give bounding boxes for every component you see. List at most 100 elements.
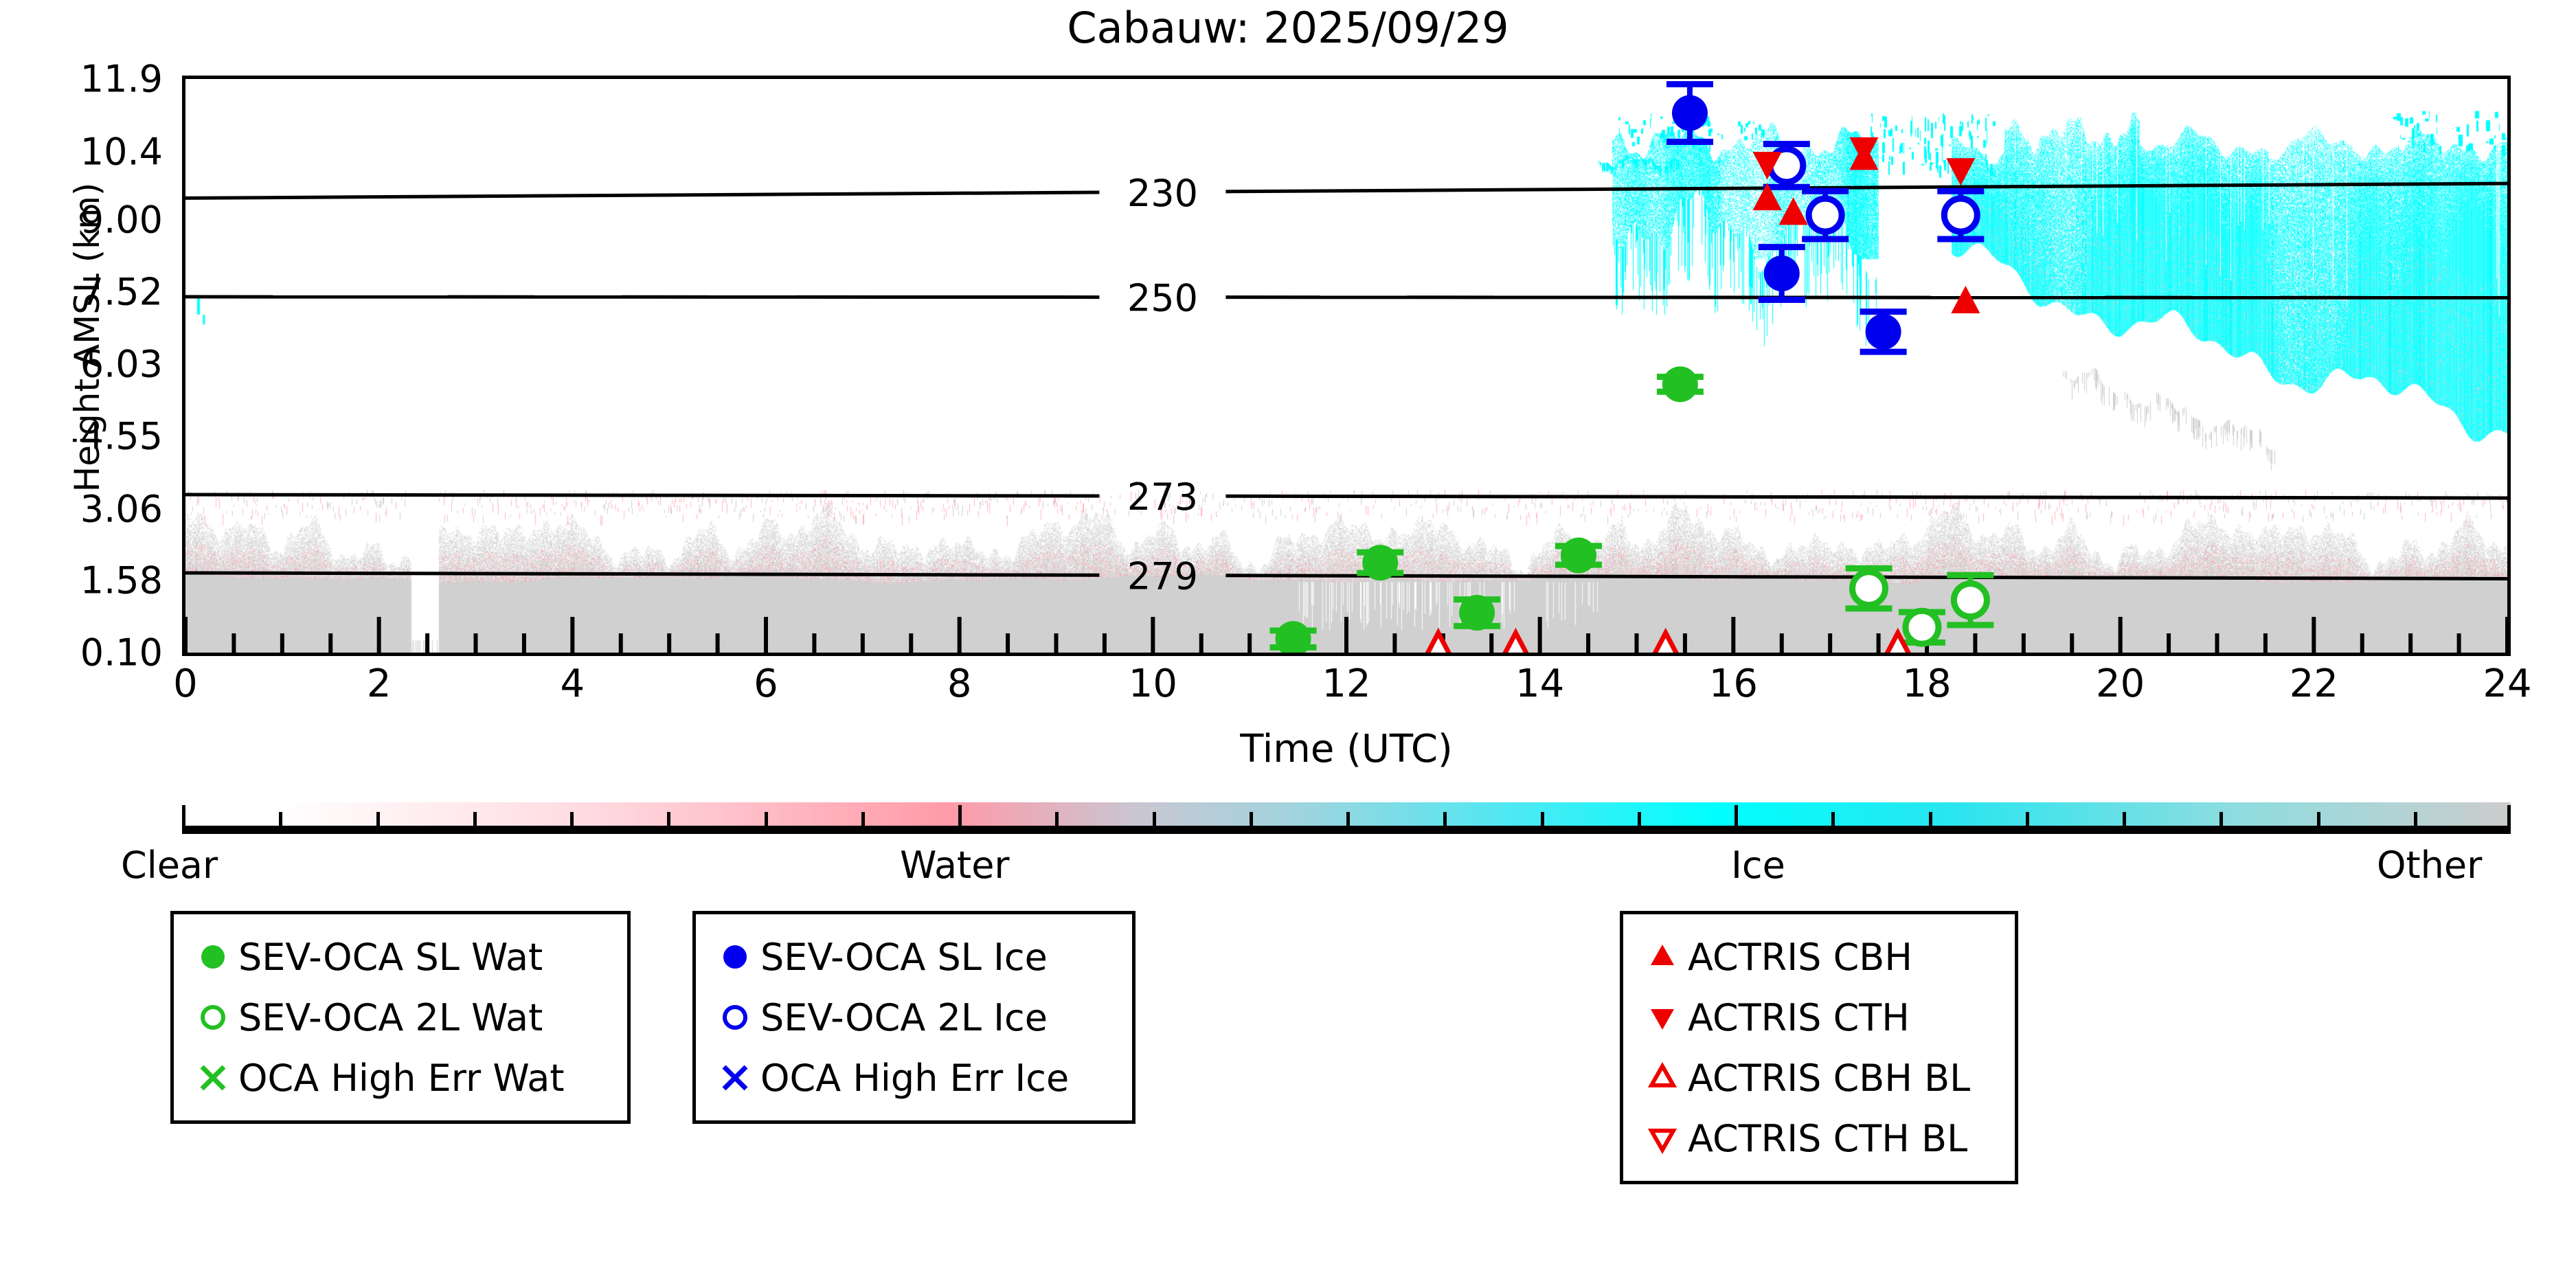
data-point-triangle-up[interactable] bbox=[1424, 627, 1453, 653]
data-point-filled[interactable] bbox=[1671, 95, 1708, 131]
data-point-triangle-up[interactable] bbox=[1884, 627, 1912, 653]
data-point-triangle-down[interactable] bbox=[1849, 137, 1879, 165]
colorbar-tick bbox=[2025, 812, 2029, 826]
legend-item-label: SEV-OCA SL Ice bbox=[760, 935, 1048, 979]
colorbar-label-clear: Clear bbox=[121, 844, 218, 887]
y-tick-label: 0.10 bbox=[80, 631, 163, 675]
data-point-triangle-up[interactable] bbox=[1651, 627, 1680, 653]
legend-item[interactable]: ACTRIS CBH bbox=[1637, 927, 1998, 987]
x-tick-minor bbox=[521, 633, 526, 653]
x-tick-major bbox=[2118, 617, 2123, 653]
legend-ice[interactable]: SEV-OCA SL Ice SEV-OCA 2L Ice OCA High Err… bbox=[692, 911, 1136, 1124]
data-point-filled[interactable] bbox=[1459, 594, 1495, 631]
legend-item[interactable]: ACTRIS CBH BL bbox=[1637, 1048, 1998, 1108]
colorbar-tick bbox=[376, 812, 380, 826]
colorbar[interactable] bbox=[182, 802, 2511, 834]
colorbar-tick bbox=[279, 812, 283, 826]
x-tick-minor bbox=[1102, 633, 1107, 653]
colorbar-tick bbox=[1249, 812, 1253, 826]
colorbar-label-water: Water bbox=[900, 844, 1010, 887]
legend-item-label: SEV-OCA 2L Wat bbox=[238, 995, 543, 1039]
data-point-open[interactable] bbox=[1902, 607, 1942, 647]
error-bar-cap bbox=[1802, 188, 1849, 194]
isotherm-line bbox=[1225, 494, 2507, 500]
colorbar-tick bbox=[2219, 812, 2224, 826]
colorbar-tick bbox=[861, 812, 865, 826]
data-point-triangle-up[interactable] bbox=[1778, 197, 1808, 225]
x-tick-minor bbox=[909, 633, 914, 653]
colorbar-tick bbox=[1831, 812, 1835, 826]
error-bar-cap bbox=[1758, 244, 1805, 251]
x-tick-major bbox=[570, 617, 575, 653]
legend-marker-cell bbox=[710, 938, 760, 976]
x-tick-minor bbox=[1392, 633, 1397, 653]
data-point-filled[interactable] bbox=[1662, 366, 1698, 403]
x-tick-label: 4 bbox=[560, 662, 585, 706]
colorbar-tick bbox=[1928, 812, 1932, 826]
x-axis-label: Time (UTC) bbox=[1240, 727, 1453, 771]
error-bar-cap bbox=[1666, 81, 1713, 88]
x-tick-minor bbox=[2070, 633, 2075, 653]
data-point-open[interactable] bbox=[1941, 195, 1980, 235]
x-tick-label: 8 bbox=[947, 662, 972, 706]
x-tick-label: 20 bbox=[2096, 662, 2145, 706]
plot-area[interactable]: 230 250 273 279 bbox=[182, 76, 2511, 656]
legend-marker-cell bbox=[188, 998, 238, 1037]
isotherm-line bbox=[1225, 181, 2507, 194]
x-tick-minor bbox=[425, 633, 430, 653]
colorbar-tick bbox=[2316, 812, 2320, 826]
x-tick-major bbox=[1537, 617, 1542, 653]
legend-item[interactable]: ACTRIS CTH BL bbox=[1637, 1108, 1998, 1168]
x-tick-minor bbox=[860, 633, 865, 653]
data-point-filled[interactable] bbox=[1275, 621, 1311, 653]
x-tick-label: 22 bbox=[2289, 662, 2338, 706]
data-point-triangle-up[interactable] bbox=[1501, 627, 1530, 653]
legend-item[interactable]: SEV-OCA SL Ice bbox=[710, 927, 1116, 987]
data-point-filled[interactable] bbox=[1865, 313, 1901, 350]
legend-item[interactable]: SEV-OCA 2L Ice bbox=[710, 987, 1116, 1048]
x-tick-minor bbox=[1973, 633, 1978, 653]
x-tick-minor bbox=[1682, 633, 1687, 653]
data-point-open[interactable] bbox=[1805, 195, 1845, 235]
data-point-triangle-down[interactable] bbox=[1946, 158, 1976, 186]
data-point-open[interactable] bbox=[1950, 580, 1990, 620]
x-tick-minor bbox=[667, 633, 672, 653]
colorbar-label-other: Other bbox=[2377, 844, 2483, 887]
legend-item[interactable]: SEV-OCA 2L Wat bbox=[188, 987, 611, 1048]
error-bar-cap bbox=[1845, 605, 1893, 612]
x-tick-minor bbox=[1876, 633, 1881, 653]
y-tick-label: 7.52 bbox=[80, 270, 163, 314]
x-tick-major bbox=[1344, 617, 1348, 653]
legend-marker-cell bbox=[710, 1059, 760, 1097]
legend-item-label: SEV-OCA 2L Ice bbox=[760, 995, 1048, 1039]
data-point-triangle-down[interactable] bbox=[1752, 152, 1782, 180]
legend-water[interactable]: SEV-OCA SL Wat SEV-OCA 2L Wat OCA High Err… bbox=[170, 911, 631, 1124]
y-tick-label: 9.00 bbox=[80, 198, 163, 242]
data-point-filled[interactable] bbox=[1362, 545, 1399, 581]
y-tick-label: 10.4 bbox=[80, 130, 163, 174]
legend-item-label: ACTRIS CBH BL bbox=[1688, 1056, 1971, 1100]
x-tick-label: 24 bbox=[2483, 662, 2532, 706]
legend-item[interactable]: OCA High Err Ice bbox=[710, 1048, 1116, 1108]
data-point-triangle-up[interactable] bbox=[1951, 286, 1980, 314]
error-bar-cap bbox=[1845, 565, 1893, 572]
legend-actris[interactable]: ACTRIS CBH ACTRIS CTH ACTRIS CBH BL ACTRIS … bbox=[1620, 911, 2018, 1184]
page-title: Cabauw: 2025/09/29 bbox=[1067, 3, 1509, 53]
data-point-filled[interactable] bbox=[1763, 256, 1800, 292]
legend-marker-filled-circle bbox=[723, 945, 747, 969]
legend-item[interactable]: SEV-OCA SL Wat bbox=[188, 927, 611, 987]
data-point-open[interactable] bbox=[1849, 569, 1888, 609]
x-tick-major bbox=[2312, 617, 2316, 653]
data-point-triangle-up[interactable] bbox=[1752, 183, 1782, 211]
isotherm-label: 273 bbox=[1127, 475, 1198, 519]
legend-item[interactable]: ACTRIS CTH bbox=[1637, 987, 1998, 1048]
isotherm-label: 250 bbox=[1127, 277, 1198, 320]
x-tick-minor bbox=[2263, 633, 2268, 653]
legend-item[interactable]: OCA High Err Wat bbox=[188, 1048, 611, 1108]
x-tick-minor bbox=[328, 633, 333, 653]
colorbar-label-ice: Ice bbox=[1731, 844, 1785, 887]
x-tick-minor bbox=[1779, 633, 1784, 653]
data-point-filled[interactable] bbox=[1561, 537, 1596, 574]
legend-marker-triangle-down bbox=[1651, 1009, 1674, 1030]
legend-marker-cell bbox=[1637, 1119, 1688, 1157]
